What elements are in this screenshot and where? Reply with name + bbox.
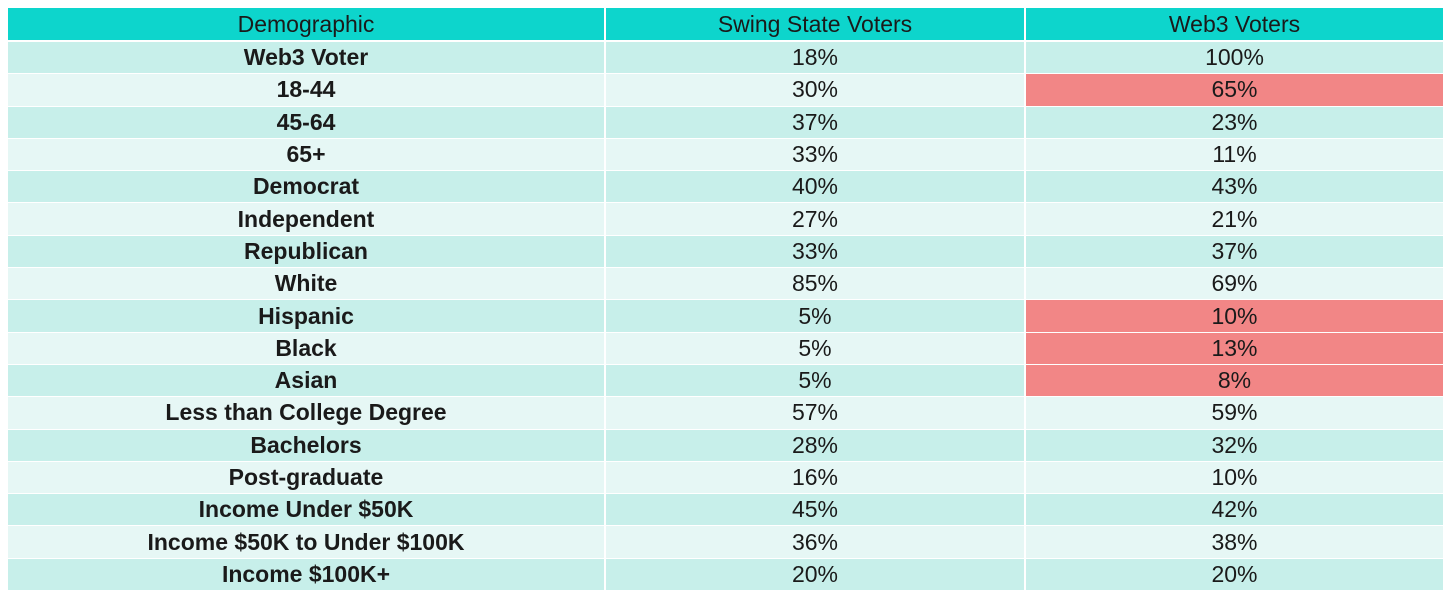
table-header: Demographic Swing State Voters Web3 Vote… [6, 8, 1445, 42]
demographic-cell: 65+ [6, 138, 606, 172]
swing-state-value-cell: 27% [604, 202, 1026, 236]
web3-value-cell: 10% [1024, 461, 1445, 495]
demographics-table-container: Demographic Swing State Voters Web3 Vote… [6, 8, 1445, 591]
table-row: Income Under $50K 45% 42% [6, 493, 1445, 527]
web3-value-cell: 10% [1024, 299, 1445, 333]
demographic-cell: Income Under $50K [6, 493, 606, 527]
web3-value-cell: 20% [1024, 558, 1445, 591]
web3-value-cell: 13% [1024, 332, 1445, 365]
swing-state-value-cell: 37% [604, 106, 1026, 139]
demographic-cell: Post-graduate [6, 461, 606, 495]
web3-value-cell: 11% [1024, 138, 1445, 172]
table-body: Web3 Voter 18% 100% 18-44 30% 65% 45-64 37% 23% 6… [6, 41, 1445, 591]
demographic-cell: 45-64 [6, 106, 606, 139]
header-swing-state-voters: Swing State Voters [604, 8, 1026, 42]
table-row: Web3 Voter 18% 100% [6, 41, 1445, 75]
table-row: Democrat 40% 43% [6, 170, 1445, 204]
demographics-table: Demographic Swing State Voters Web3 Vote… [6, 8, 1445, 591]
demographic-cell: Hispanic [6, 299, 606, 333]
swing-state-value-cell: 45% [604, 493, 1026, 527]
web3-value-cell: 100% [1024, 41, 1445, 75]
web3-value-cell: 69% [1024, 267, 1445, 301]
table-row: 65+ 33% 11% [6, 138, 1445, 172]
table-row: Asian 5% 8% [6, 364, 1445, 398]
web3-value-cell: 8% [1024, 364, 1445, 398]
table-row: Black 5% 13% [6, 332, 1445, 365]
swing-state-value-cell: 36% [604, 525, 1026, 559]
demographic-cell: Less than College Degree [6, 396, 606, 430]
swing-state-value-cell: 85% [604, 267, 1026, 301]
web3-value-cell: 59% [1024, 396, 1445, 430]
swing-state-value-cell: 18% [604, 41, 1026, 75]
demographic-cell: Independent [6, 202, 606, 236]
swing-state-value-cell: 5% [604, 364, 1026, 398]
web3-value-cell: 21% [1024, 202, 1445, 236]
table-row: Republican 33% 37% [6, 235, 1445, 269]
demographic-cell: Income $100K+ [6, 558, 606, 591]
table-row: Less than College Degree 57% 59% [6, 396, 1445, 430]
demographic-cell: Bachelors [6, 429, 606, 462]
demographic-cell: Democrat [6, 170, 606, 204]
table-row: Hispanic 5% 10% [6, 299, 1445, 333]
table-row: Post-graduate 16% 10% [6, 461, 1445, 495]
swing-state-value-cell: 5% [604, 299, 1026, 333]
demographic-cell: Republican [6, 235, 606, 269]
web3-value-cell: 38% [1024, 525, 1445, 559]
demographic-cell: Asian [6, 364, 606, 398]
table-row: Independent 27% 21% [6, 202, 1445, 236]
swing-state-value-cell: 33% [604, 138, 1026, 172]
swing-state-value-cell: 16% [604, 461, 1026, 495]
demographic-cell: Black [6, 332, 606, 365]
table-row: White 85% 69% [6, 267, 1445, 301]
header-demographic: Demographic [6, 8, 606, 42]
web3-value-cell: 42% [1024, 493, 1445, 527]
swing-state-value-cell: 33% [604, 235, 1026, 269]
header-web3-voters: Web3 Voters [1024, 8, 1445, 42]
swing-state-value-cell: 57% [604, 396, 1026, 430]
demographic-cell: 18-44 [6, 73, 606, 107]
web3-value-cell: 32% [1024, 429, 1445, 462]
table-row: Bachelors 28% 32% [6, 429, 1445, 462]
swing-state-value-cell: 30% [604, 73, 1026, 107]
table-row: 18-44 30% 65% [6, 73, 1445, 107]
demographic-cell: White [6, 267, 606, 301]
demographic-cell: Income $50K to Under $100K [6, 525, 606, 559]
header-row: Demographic Swing State Voters Web3 Vote… [6, 8, 1445, 42]
table-row: Income $100K+ 20% 20% [6, 558, 1445, 591]
web3-value-cell: 23% [1024, 106, 1445, 139]
web3-value-cell: 37% [1024, 235, 1445, 269]
demographic-cell: Web3 Voter [6, 41, 606, 75]
swing-state-value-cell: 40% [604, 170, 1026, 204]
table-row: 45-64 37% 23% [6, 106, 1445, 139]
web3-value-cell: 43% [1024, 170, 1445, 204]
swing-state-value-cell: 28% [604, 429, 1026, 462]
table-row: Income $50K to Under $100K 36% 38% [6, 525, 1445, 559]
web3-value-cell: 65% [1024, 73, 1445, 107]
swing-state-value-cell: 5% [604, 332, 1026, 365]
swing-state-value-cell: 20% [604, 558, 1026, 591]
